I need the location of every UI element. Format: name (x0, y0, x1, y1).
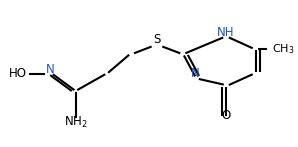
Text: NH: NH (217, 26, 235, 39)
Text: S: S (153, 33, 161, 46)
Text: CH$_3$: CH$_3$ (272, 42, 295, 56)
Text: O: O (221, 109, 231, 122)
Text: NH$_2$: NH$_2$ (64, 115, 88, 130)
Text: HO: HO (9, 67, 27, 80)
Text: N: N (46, 63, 55, 76)
Text: N: N (191, 67, 200, 80)
